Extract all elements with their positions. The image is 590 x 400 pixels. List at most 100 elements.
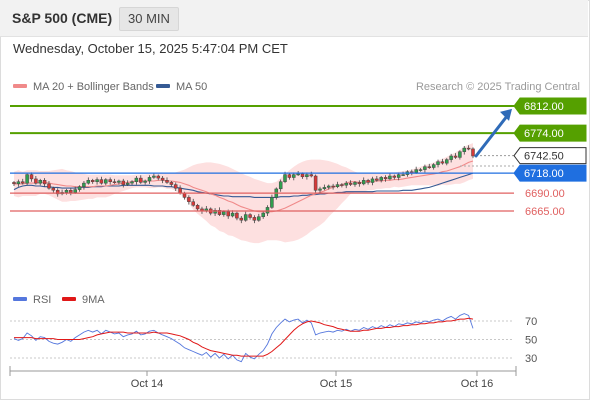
pivot-label: 6718.00 — [524, 168, 564, 180]
candle-body — [239, 217, 244, 221]
candle-body — [370, 178, 375, 183]
candle-body — [265, 207, 270, 214]
candle — [375, 176, 379, 182]
candle — [436, 159, 440, 168]
candle-body — [152, 175, 156, 178]
candle — [252, 215, 257, 224]
candle-body — [42, 180, 47, 185]
candle-body — [318, 188, 322, 191]
candle — [25, 173, 29, 186]
rsi-line — [13, 313, 474, 363]
rsi-legend-label: RSI — [33, 294, 51, 306]
candle-body — [139, 177, 143, 183]
candle — [383, 175, 388, 182]
candle — [313, 174, 318, 193]
candle — [353, 181, 357, 187]
candle-body — [125, 182, 130, 185]
candle-body — [278, 181, 283, 190]
candle — [104, 178, 108, 186]
candle — [427, 163, 432, 169]
candle-body — [99, 179, 104, 184]
ma50-legend-label: MA 50 — [176, 81, 207, 93]
candle-body — [458, 151, 462, 158]
candle-body — [440, 161, 445, 164]
candle — [12, 181, 16, 186]
candle — [361, 177, 366, 186]
candle-body — [73, 189, 77, 193]
candle-body — [82, 182, 86, 187]
header-bar: S&P 500 (CME) 30 MIN — [0, 0, 588, 37]
support-label: 6665.00 — [525, 206, 565, 218]
candle — [130, 180, 134, 186]
candle-body — [121, 180, 126, 185]
candle-body — [257, 216, 261, 221]
ma20-legend-swatch — [13, 84, 27, 88]
candle-body — [375, 178, 379, 181]
forecast-arrow — [474, 113, 510, 158]
candle — [69, 188, 73, 196]
candle-body — [388, 175, 392, 180]
resistance-label-tag — [513, 97, 587, 115]
candle — [143, 179, 147, 185]
support-label: 6690.00 — [525, 188, 565, 200]
candle — [213, 208, 217, 216]
candle — [326, 184, 331, 190]
candle-body — [292, 174, 296, 178]
candle-body — [436, 161, 440, 165]
candle — [173, 182, 178, 191]
candle — [217, 207, 222, 216]
candle-body — [117, 180, 121, 183]
candle — [462, 146, 467, 155]
resistance-label: 6812.00 — [524, 101, 564, 113]
candle — [112, 178, 117, 184]
candle — [379, 176, 383, 183]
rsi-tick-label: 70 — [525, 316, 537, 328]
candle — [344, 181, 348, 189]
candle — [165, 177, 169, 184]
candle — [440, 158, 445, 165]
candle-body — [270, 197, 274, 208]
x-tick-label: Oct 15 — [320, 378, 352, 390]
candle — [169, 181, 174, 187]
candle-body — [77, 186, 82, 190]
candle-body — [423, 166, 427, 170]
candle-body — [222, 211, 226, 215]
candle — [423, 164, 427, 173]
ma9-legend-swatch — [62, 297, 76, 301]
candle-body — [108, 179, 112, 182]
candle-body — [383, 177, 388, 180]
candle — [134, 176, 139, 185]
last-label-tag — [513, 147, 587, 165]
datetime-label: Wednesday, October 15, 2025 5:47:04 PM C… — [13, 41, 288, 56]
instrument-title: S&P 500 (CME) — [12, 10, 113, 26]
candle-body — [283, 174, 287, 182]
candle — [47, 181, 51, 190]
candle — [458, 150, 462, 160]
candle-body — [296, 173, 300, 176]
candle-body — [169, 182, 174, 185]
timeframe-button[interactable]: 30 MIN — [119, 7, 179, 31]
candle — [160, 176, 165, 184]
candle-body — [55, 190, 60, 195]
candle — [471, 147, 475, 159]
candle — [42, 178, 47, 187]
resistance-label: 6774.00 — [524, 128, 564, 140]
candle — [38, 178, 42, 186]
forecast-arrowhead — [500, 108, 512, 121]
candle-body — [69, 190, 73, 193]
candle-body — [445, 159, 449, 164]
last-label: 6742.50 — [524, 151, 564, 163]
candle-body — [156, 175, 161, 179]
candle — [55, 188, 60, 197]
candle-body — [12, 182, 16, 185]
candle — [357, 180, 362, 187]
candle — [287, 173, 292, 180]
candle-body — [361, 180, 366, 185]
ma20-line — [14, 160, 474, 213]
candle — [20, 178, 25, 185]
candle — [156, 174, 161, 181]
candle-body — [20, 181, 25, 184]
candle-body — [134, 177, 139, 182]
candle-body — [38, 180, 42, 184]
